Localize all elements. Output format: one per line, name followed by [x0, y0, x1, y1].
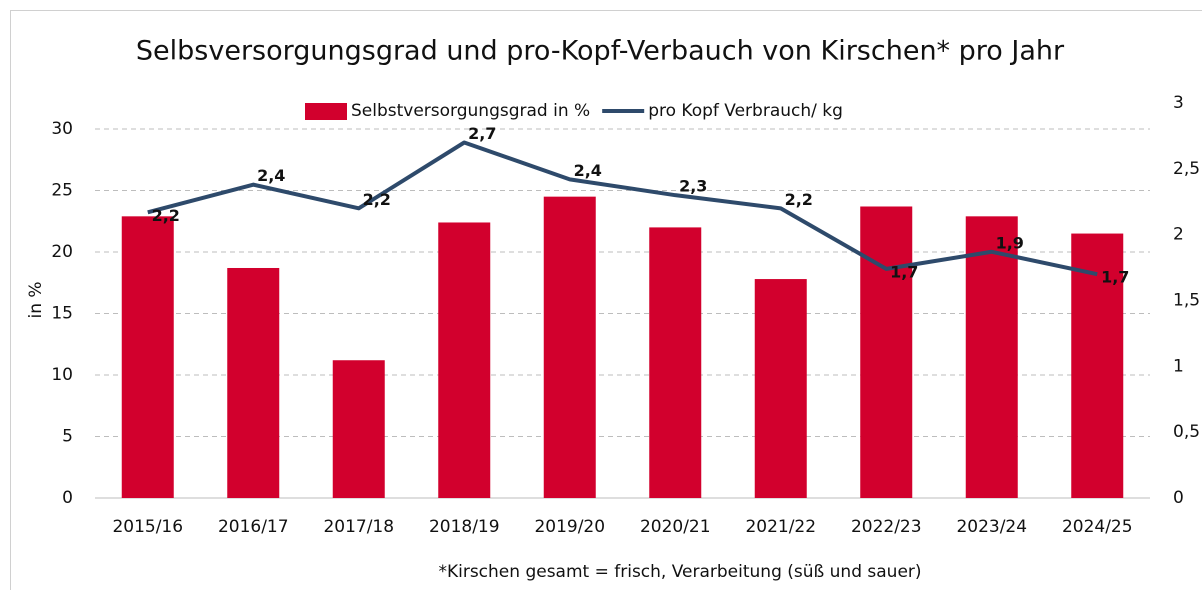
- x-tick-label: 2018/19: [429, 517, 500, 537]
- y2-tick-label: 0: [1173, 488, 1184, 508]
- data-label: 1,7: [890, 262, 918, 281]
- y2-tick-label: 0,5: [1173, 422, 1200, 442]
- legend-swatch: [305, 103, 347, 120]
- x-tick-label: 2017/18: [323, 517, 394, 537]
- data-label: 2,2: [785, 190, 813, 209]
- bar: [1071, 233, 1124, 499]
- bar: [965, 216, 1018, 498]
- line: [147, 140, 1098, 277]
- x-tick-label: 2020/21: [640, 517, 711, 537]
- x-tick-label: 2015/16: [112, 517, 183, 537]
- bar: [438, 222, 491, 499]
- legend-label: pro Kopf Verbrauch/ kg: [648, 101, 843, 121]
- y-tick-label: 15: [51, 304, 73, 324]
- x-tick-label: 2016/17: [218, 517, 289, 537]
- y2-tick-label: 1: [1173, 356, 1184, 376]
- data-label: 2,3: [679, 177, 707, 196]
- x-tick-label: 2019/20: [534, 517, 605, 537]
- bar: [227, 267, 280, 498]
- bar: [332, 360, 385, 498]
- legend-label: Selbstversorgungsgrad in %: [351, 101, 590, 121]
- x-tick-label: 2024/25: [1062, 517, 1133, 537]
- footnote: *Kirschen gesamt = frisch, Verarbeitung …: [438, 562, 921, 582]
- data-label: 2,4: [257, 166, 285, 185]
- y-tick-label: 5: [62, 427, 73, 447]
- data-label: 1,7: [1101, 268, 1129, 287]
- frame: [10, 10, 1202, 590]
- data-label: 2,4: [574, 161, 602, 180]
- y-tick-label: 0: [62, 488, 73, 508]
- x-tick-label: 2021/22: [745, 517, 816, 537]
- data-label: 2,2: [363, 190, 391, 209]
- data-label: 2,7: [468, 124, 496, 143]
- data-label: 1,9: [996, 233, 1024, 252]
- y2-tick-label: 1,5: [1173, 291, 1200, 311]
- bar: [649, 227, 702, 498]
- chart-title: Selbsversorgungsgrad und pro-Kopf-Verbau…: [136, 36, 1065, 67]
- x-tick-label: 2023/24: [956, 517, 1027, 537]
- y-tick-label: 25: [51, 181, 73, 201]
- bar: [121, 216, 174, 498]
- bar: [543, 196, 596, 498]
- bar: [754, 279, 807, 498]
- x-tick-label: 2022/23: [851, 517, 922, 537]
- y2-tick-label: 2: [1173, 225, 1184, 245]
- data-label: 2,2: [152, 206, 180, 225]
- y-tick-label: 10: [51, 365, 73, 385]
- bar: [860, 206, 913, 499]
- y-tick-label: 30: [51, 119, 73, 139]
- y2-tick-label: 3: [1173, 93, 1184, 113]
- y-axis-label: in %: [26, 281, 46, 318]
- y2-tick-label: 2,5: [1173, 159, 1200, 179]
- y-tick-label: 20: [51, 242, 73, 262]
